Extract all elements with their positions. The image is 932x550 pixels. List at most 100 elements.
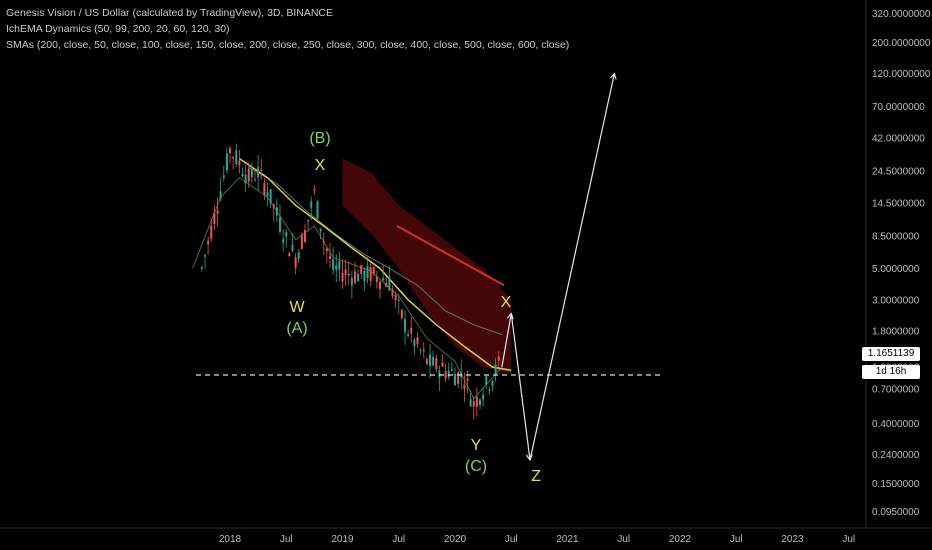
candle-body: [400, 309, 403, 319]
x-tick-label: Jul: [617, 534, 630, 545]
candle-body: [219, 191, 222, 199]
candle-body: [407, 334, 410, 337]
x-tick-label: Jul: [842, 534, 855, 545]
candle-body: [441, 362, 444, 367]
candle-body: [332, 259, 335, 270]
candle-body: [257, 166, 260, 178]
candle-body: [419, 349, 422, 351]
candle-body: [416, 337, 419, 344]
candle-body: [282, 239, 285, 243]
candle-body: [285, 232, 288, 237]
candle-body: [213, 212, 216, 224]
wave-label: W: [289, 299, 305, 316]
sma-line: [238, 158, 512, 372]
candle-body: [341, 273, 344, 282]
candle-body: [319, 228, 322, 232]
candle-body: [447, 370, 450, 378]
candle-body: [335, 265, 338, 270]
indicator-smas[interactable]: SMAs (200, close, 50, close, 100, close,…: [6, 39, 570, 51]
x-tick-label: 2021: [556, 534, 579, 545]
x-tick-label: 2018: [219, 534, 242, 545]
candle-body: [344, 269, 347, 276]
y-tick-label: 70.0000000: [872, 102, 925, 113]
candle-body: [225, 153, 228, 171]
y-tick-label: 3.0000000: [872, 295, 920, 306]
candle-body: [472, 401, 475, 407]
y-tick-label: 0.4000000: [872, 419, 920, 430]
candle-body: [397, 299, 400, 301]
wave-label: X: [501, 294, 512, 311]
candle-body: [429, 354, 431, 366]
y-tick-label: 0.2400000: [872, 450, 920, 461]
candle-body: [391, 290, 394, 296]
candle-body: [316, 201, 319, 219]
candle-body: [304, 229, 306, 243]
candle-body: [279, 217, 281, 232]
candle-body: [260, 169, 263, 171]
y-tick-label: 8.5000000: [872, 231, 920, 242]
y-tick-label: 24.5000000: [872, 167, 925, 178]
x-tick-label: Jul: [392, 534, 405, 545]
indicator-ichema[interactable]: IchEMA Dynamics (50, 99, 200, 20, 60, 12…: [6, 23, 230, 35]
candle-body: [479, 399, 481, 406]
candle-body: [466, 378, 469, 381]
candle-body: [354, 271, 356, 283]
candle-body: [494, 364, 497, 375]
projection-arrow[interactable]: [510, 313, 531, 461]
wave-label: (C): [465, 458, 487, 475]
candle-body: [254, 179, 256, 181]
candle-body: [325, 248, 328, 251]
candle-body: [297, 252, 300, 260]
x-tick-label: Jul: [505, 534, 518, 545]
candle-body: [388, 277, 391, 291]
candle-body: [491, 380, 494, 387]
candle-body: [347, 273, 350, 276]
candle-body: [432, 356, 435, 366]
y-tick-label: 1.8000000: [872, 327, 920, 338]
candle-body: [222, 175, 225, 179]
ichimoku-cloud: [342, 158, 512, 374]
candle-body: [457, 372, 460, 385]
y-tick-label: 200.0000000: [872, 38, 931, 49]
x-tick-label: 2023: [781, 534, 804, 545]
wave-label: Z: [531, 468, 541, 485]
candle-body: [275, 207, 278, 216]
y-tick-label: 42.0000000: [872, 134, 925, 145]
candle-body: [497, 356, 500, 361]
ribbon-line-grey: [248, 166, 503, 336]
candle-body: [372, 267, 375, 274]
projection-arrow[interactable]: [501, 313, 512, 368]
x-tick-label: Jul: [280, 534, 293, 545]
candle-body: [463, 384, 466, 389]
candle-body: [300, 234, 303, 250]
wave-label: X: [315, 157, 326, 174]
candle-body: [425, 358, 428, 364]
candle-body: [382, 278, 385, 281]
candle-body: [244, 174, 247, 184]
candle-body: [269, 189, 272, 204]
candle-body: [475, 396, 478, 408]
candle-body: [482, 394, 485, 400]
candle-body: [238, 160, 241, 166]
wave-label: (B): [309, 130, 330, 147]
red-trendline[interactable]: [396, 225, 505, 287]
candle-body: [229, 148, 231, 153]
last-price-badge: 1.1651139: [862, 347, 920, 361]
x-tick-label: 2019: [331, 534, 354, 545]
y-tick-label: 320.0000000: [872, 9, 931, 20]
candle-body: [454, 373, 456, 386]
candle-body: [357, 273, 360, 282]
projection-arrow[interactable]: [529, 73, 615, 461]
bar-countdown-badge: 1d 16h: [862, 365, 920, 379]
candle-body: [385, 282, 388, 287]
candle-body: [291, 244, 294, 251]
candle-body: [313, 188, 316, 191]
candle-body: [216, 210, 219, 214]
symbol-title: Genesis Vision / US Dollar (calculated b…: [6, 7, 333, 19]
candle-body: [369, 266, 372, 281]
candle-body: [444, 371, 447, 379]
candle-body: [241, 174, 244, 177]
wave-label: Y: [471, 437, 482, 454]
x-tick-label: 2020: [444, 534, 467, 545]
